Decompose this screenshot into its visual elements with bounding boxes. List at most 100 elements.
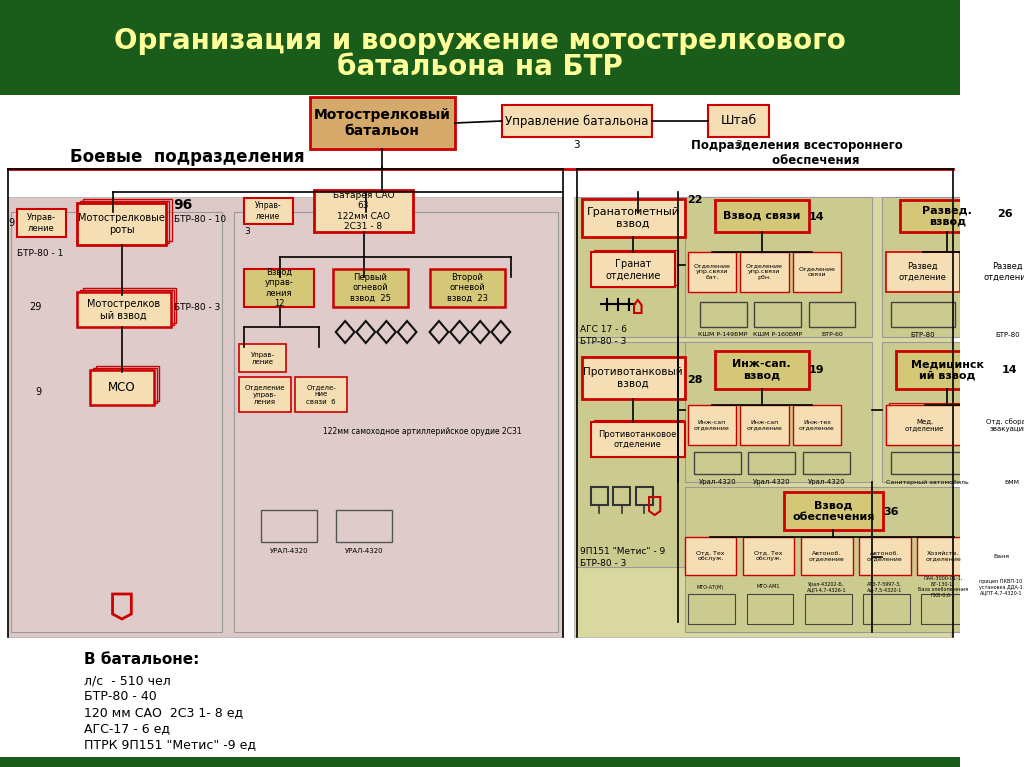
Bar [575, 197, 759, 337]
Bar [90, 370, 154, 405]
Bar [715, 200, 809, 232]
Text: БТР-80: БТР-80 [910, 332, 935, 338]
Text: Противотанковое
отделение: Противотанковое отделение [599, 430, 677, 449]
Text: 3: 3 [573, 140, 581, 150]
Text: БТР-60: БТР-60 [821, 333, 843, 337]
Text: 96: 96 [173, 198, 193, 212]
Text: 3: 3 [735, 140, 741, 150]
Bar [240, 377, 291, 412]
Text: Подразделения всестороннего
         обеспечения: Подразделения всестороннего обеспечения [691, 139, 903, 167]
Bar [921, 594, 968, 624]
Text: Мотострелковые
роты: Мотострелковые роты [78, 213, 165, 235]
Bar [582, 357, 685, 399]
Text: Первый
огневой
взвод  25: Первый огневой взвод 25 [350, 273, 391, 303]
Text: 14: 14 [1001, 365, 1018, 375]
Text: Боевые  подразделения: Боевые подразделения [71, 148, 305, 166]
Bar [234, 212, 558, 632]
Bar [694, 452, 741, 474]
Bar [699, 302, 746, 327]
Bar [793, 252, 842, 292]
Text: В батальоне:: В батальоне: [84, 653, 200, 667]
Bar [636, 487, 653, 505]
Text: 26: 26 [997, 209, 1013, 219]
Bar [891, 452, 965, 474]
Text: Урал-43202-Б,
АЦП-4,7-4326-1: Урал-43202-Б, АЦП-4,7-4326-1 [807, 581, 846, 592]
Bar [80, 201, 169, 243]
Bar [309, 97, 455, 149]
Bar [974, 403, 1024, 443]
Bar [333, 269, 408, 307]
Bar [430, 269, 505, 307]
Text: Штаб: Штаб [721, 114, 757, 127]
Bar [746, 594, 794, 624]
Text: Мед.
отделение: Мед. отделение [905, 419, 944, 432]
Bar [976, 302, 1024, 327]
Bar [742, 537, 795, 575]
Text: Отд. Тех
обслуж.: Отд. Тех обслуж. [696, 551, 725, 561]
Bar [863, 594, 909, 624]
Text: прицеп ПКВП-10
установка ДДА-1
АЦПТ-4,7-4320-1: прицеп ПКВП-10 установка ДДА-1 АЦПТ-4,7-… [979, 578, 1023, 595]
Bar [77, 203, 166, 245]
Text: Отделе-
ние
связи  6: Отделе- ние связи 6 [306, 384, 336, 404]
Text: АТЗ-7-5997-3,
Ац-7,5-4320-1: АТЗ-7-5997-3, Ац-7,5-4320-1 [866, 581, 902, 592]
Text: Управление батальона: Управление батальона [505, 114, 648, 127]
Text: Урал-4320: Урал-4320 [808, 479, 845, 485]
Text: Взвод
обеспечения: Взвод обеспечения [793, 500, 874, 522]
Bar [749, 452, 796, 474]
Bar [314, 190, 413, 232]
Bar [687, 405, 736, 445]
Bar [688, 594, 735, 624]
Text: МСО: МСО [109, 381, 136, 394]
Text: Мотострелковый
батальон: Мотострелковый батальон [313, 108, 451, 138]
Bar [244, 198, 293, 224]
Bar [575, 342, 759, 567]
Bar [889, 403, 966, 443]
Text: АГС-17 - 6 ед: АГС-17 - 6 ед [84, 723, 170, 736]
Text: Отделение
управ-
ления: Отделение управ- ления [245, 384, 286, 404]
Text: 28: 28 [687, 375, 703, 385]
Bar [740, 405, 788, 445]
Text: Мотострелков
ый взвод: Мотострелков ый взвод [87, 298, 161, 321]
Text: Отделение
упр.связи
рбн.: Отделение упр.связи рбн. [745, 264, 783, 280]
Text: Развед
отделение: Развед отделение [899, 262, 947, 281]
Bar [7, 197, 563, 637]
Text: БТР-80 - 1: БТР-80 - 1 [16, 249, 63, 258]
Bar [0, 757, 961, 767]
Text: Гранат
отделение: Гранат отделение [605, 258, 660, 280]
Bar [336, 510, 392, 542]
Text: Урал-4320: Урал-4320 [753, 479, 791, 485]
Text: 122мм самоходное артиллерийское орудие 2С31: 122мм самоходное артиллерийское орудие 2… [323, 427, 521, 436]
Text: БММ: БММ [1005, 479, 1020, 485]
Text: БТР-80 - 40: БТР-80 - 40 [84, 690, 157, 703]
Bar [244, 269, 314, 307]
Text: л/с  - 510 чел: л/с - 510 чел [84, 674, 171, 687]
Text: Организация и вооружение мотострелкового: Организация и вооружение мотострелкового [115, 27, 846, 55]
Bar [793, 405, 842, 445]
Text: Автоноб.
отделение: Автоноб. отделение [867, 551, 903, 561]
Text: Урал-4320: Урал-4320 [698, 479, 736, 485]
Bar [11, 212, 222, 632]
Bar [887, 252, 959, 292]
Text: Хозяйств.
отделение: Хозяйств. отделение [926, 551, 961, 561]
Bar [971, 405, 1024, 445]
Text: Медицинск
ий взвод: Медицинск ий взвод [910, 359, 984, 380]
Bar [591, 487, 608, 505]
Bar [801, 537, 853, 575]
Bar [715, 351, 809, 389]
Text: МТО-АМ1: МТО-АМ1 [757, 584, 780, 590]
Text: Противотанковый
взвод: Противотанковый взвод [584, 367, 683, 389]
Text: БТР-80: БТР-80 [995, 332, 1020, 338]
Bar [900, 200, 994, 232]
Text: Инж-сап
отделение: Инж-сап отделение [746, 420, 782, 430]
Bar [594, 250, 678, 285]
Bar [859, 537, 910, 575]
Text: БТР-80 - 10: БТР-80 - 10 [173, 215, 225, 223]
Text: Инж-сап.
взвод: Инж-сап. взвод [732, 359, 791, 380]
Text: Второй
огневой
взвод  23: Второй огневой взвод 23 [446, 273, 487, 303]
Bar [77, 203, 166, 245]
Text: Инж-сап
отделение: Инж-сап отделение [694, 420, 730, 430]
Text: ПТРК 9П151 "Метис" -9 ед: ПТРК 9П151 "Метис" -9 ед [84, 739, 256, 752]
Text: КШМ Р-160БМР: КШМ Р-160БМР [753, 333, 802, 337]
Bar [918, 537, 969, 575]
Text: 9: 9 [35, 387, 41, 397]
